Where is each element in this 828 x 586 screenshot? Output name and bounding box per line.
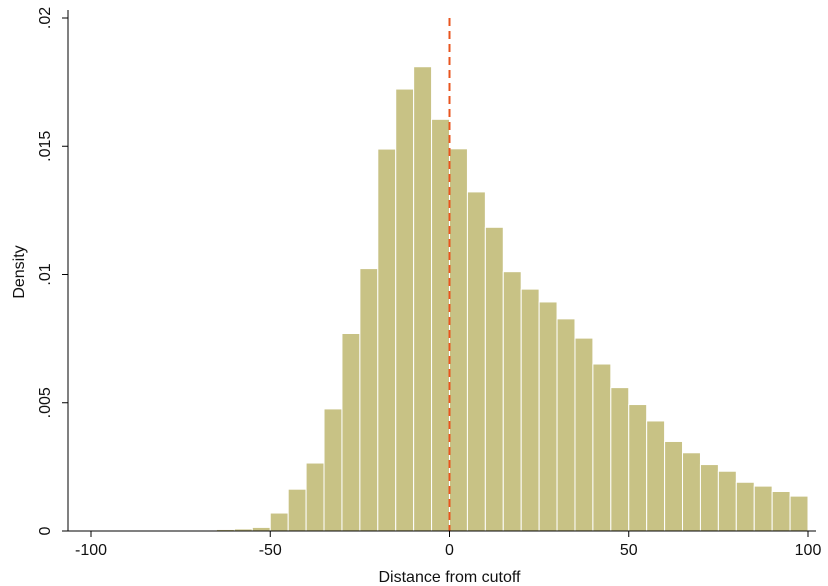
histogram-bar — [449, 148, 468, 532]
histogram-bar — [699, 464, 719, 532]
histogram-bar — [664, 440, 684, 532]
histogram-bar — [682, 452, 701, 532]
histogram-bar — [771, 491, 791, 532]
y-axis-title: Density — [11, 245, 28, 298]
x-tick-label: -100 — [75, 542, 107, 559]
x-tick-label: 50 — [620, 542, 638, 559]
y-tick-label: 0 — [37, 526, 54, 535]
histogram-bar — [341, 333, 361, 532]
histogram-bar — [359, 268, 379, 532]
histogram-bar — [735, 481, 755, 532]
histogram-bar — [628, 404, 648, 532]
y-tick-label: .02 — [37, 7, 54, 29]
histogram-bar — [305, 462, 325, 532]
x-tick-label: 0 — [445, 542, 454, 559]
histogram-bar — [717, 470, 737, 532]
histogram-bar — [538, 301, 558, 532]
histogram-bar — [646, 420, 666, 532]
y-tick-label: .01 — [37, 263, 54, 285]
histogram-bar — [251, 526, 271, 532]
y-tick-label: .005 — [37, 387, 54, 418]
histogram-bar — [574, 337, 594, 532]
histogram-bar — [520, 288, 540, 532]
histogram-bar — [287, 488, 307, 532]
histogram-bar — [269, 512, 289, 532]
histogram-bar — [502, 271, 522, 532]
histogram-bar — [377, 148, 397, 532]
histogram-bar — [610, 387, 630, 532]
histogram-bar — [484, 226, 504, 532]
y-tick-label: .015 — [37, 131, 54, 162]
x-tick-label: 100 — [795, 542, 822, 559]
x-tick-label: -50 — [259, 542, 282, 559]
axes — [67, 10, 816, 532]
histogram-bars — [90, 66, 809, 532]
histogram-bar — [466, 191, 486, 532]
x-axis-title: Distance from cutoff — [379, 569, 522, 586]
histogram-bar — [789, 495, 809, 532]
histogram-bar — [556, 318, 576, 532]
histogram-bar — [753, 485, 773, 532]
histogram-bar — [323, 408, 343, 532]
histogram-bar — [395, 88, 415, 532]
histogram-bar — [413, 66, 433, 532]
x-axis-ticks: -100 -50 0 50 100 — [75, 531, 821, 559]
histogram-bar — [592, 363, 612, 532]
y-axis-ticks: 0 .005 .01 .015 .02 — [37, 7, 68, 535]
histogram-bar — [431, 118, 451, 532]
